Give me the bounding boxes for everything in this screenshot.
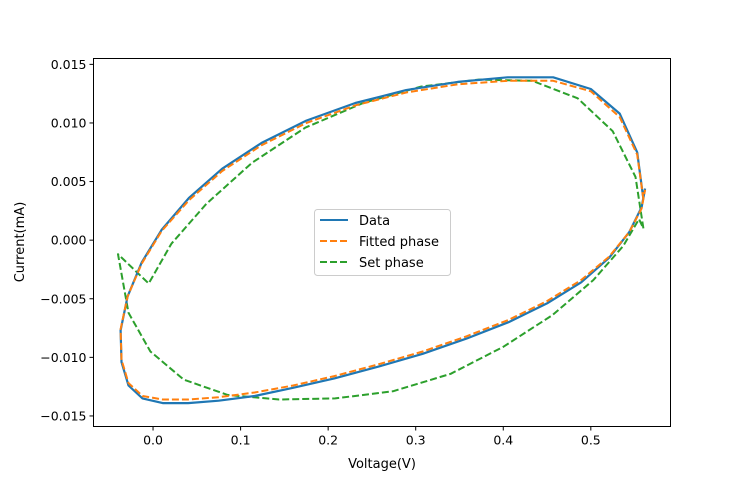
- x-tick-label: 0.4: [493, 433, 513, 448]
- x-axis-label: Voltage(V): [348, 457, 416, 472]
- y-axis: −0.015 −0.010 −0.005 0.000 0.005 0.010 0.015: [40, 57, 94, 423]
- y-tick-label: 0.015: [51, 57, 87, 72]
- x-tick-label: 0.3: [406, 433, 426, 448]
- y-tick-label: −0.005: [40, 291, 86, 306]
- x-tick-label: 0.2: [318, 433, 338, 448]
- y-tick-label: −0.015: [40, 408, 86, 423]
- x-tick-label: 0.1: [231, 433, 251, 448]
- x-tick-label: 0.0: [143, 433, 163, 448]
- y-tick-label: 0.010: [51, 115, 87, 130]
- plot-frame: [93, 58, 671, 427]
- y-tick-label: −0.010: [40, 350, 86, 365]
- legend-label-set-phase: Set phase: [359, 256, 424, 271]
- y-axis-label: Current(mA): [13, 202, 28, 283]
- y-tick-label: 0.000: [51, 233, 87, 248]
- legend-box: [314, 209, 451, 276]
- legend-label-data: Data: [359, 214, 390, 229]
- y-tick-label: 0.005: [51, 174, 87, 189]
- legend-label-fitted-phase: Fitted phase: [359, 235, 439, 250]
- plot-lines: [117, 76, 647, 405]
- x-axis: 0.0 0.1 0.2 0.3 0.4 0.5: [143, 426, 601, 448]
- series-line-fitted-phase: [119, 79, 647, 401]
- legend: Data Fitted phase Set phase: [314, 209, 451, 276]
- x-tick-label: 0.5: [581, 433, 601, 448]
